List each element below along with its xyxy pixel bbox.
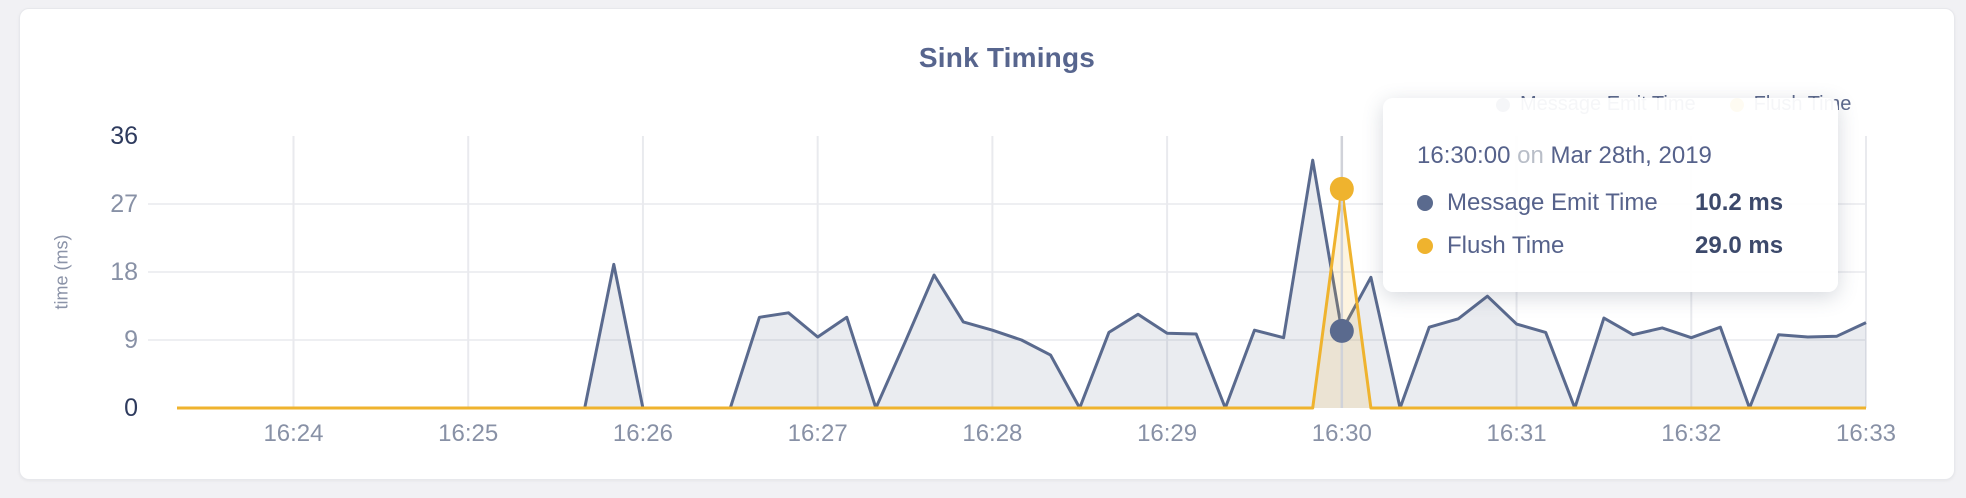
- x-tick-label: 16:26: [613, 420, 673, 447]
- tooltip-row-flush-time: Flush Time 29.0 ms: [1417, 232, 1808, 260]
- tooltip-series-label: Message Emit Time: [1447, 189, 1658, 216]
- chart-title: Sink Timings: [918, 42, 1096, 73]
- x-tick-label: 16:24: [263, 420, 323, 447]
- series-line-flush-time: [177, 187, 1866, 410]
- x-tick-label: 16:30: [1312, 420, 1372, 447]
- x-tick-label: 16:27: [788, 420, 848, 447]
- hover-dot-flush-time: [1329, 176, 1354, 201]
- tooltip-date: Mar 28th, 2019: [1550, 142, 1712, 169]
- y-axis-title: time (ms): [51, 234, 72, 310]
- y-tick-label: 18: [110, 258, 138, 286]
- x-tick-label: 16:29: [1137, 420, 1197, 447]
- y-tick-label: 36: [110, 122, 138, 150]
- y-tick-label: 0: [124, 394, 138, 422]
- x-tick-label: 16:33: [1836, 420, 1896, 447]
- x-tick-label: 16:32: [1661, 420, 1721, 447]
- series-color-dot-icon: [1417, 195, 1433, 211]
- tooltip-row-message-emit-time: Message Emit Time 10.2 ms: [1417, 189, 1808, 217]
- tooltip-connector: on: [1517, 142, 1544, 169]
- tooltip-series-value: 29.0 ms: [1695, 232, 1784, 259]
- tooltip-series-label: Flush Time: [1447, 232, 1565, 259]
- x-tick-label: 16:25: [438, 420, 498, 447]
- hover-tooltip: 16:30:00 on Mar 28th, 2019 Message Emit …: [1383, 98, 1838, 292]
- tooltip-time: 16:30:00: [1417, 142, 1511, 169]
- tooltip-series-value: 10.2 ms: [1695, 189, 1784, 216]
- series-area-message-emit-time: [177, 160, 1866, 408]
- y-tick-label: 9: [124, 326, 138, 354]
- y-tick-label: 27: [110, 190, 138, 218]
- series-color-dot-icon: [1417, 238, 1433, 254]
- x-tick-label: 16:28: [962, 420, 1022, 447]
- x-tick-label: 16:31: [1487, 420, 1547, 447]
- hover-dot-message-emit-time: [1329, 318, 1354, 343]
- tooltip-header: 16:30:00 on Mar 28th, 2019: [1417, 142, 1808, 170]
